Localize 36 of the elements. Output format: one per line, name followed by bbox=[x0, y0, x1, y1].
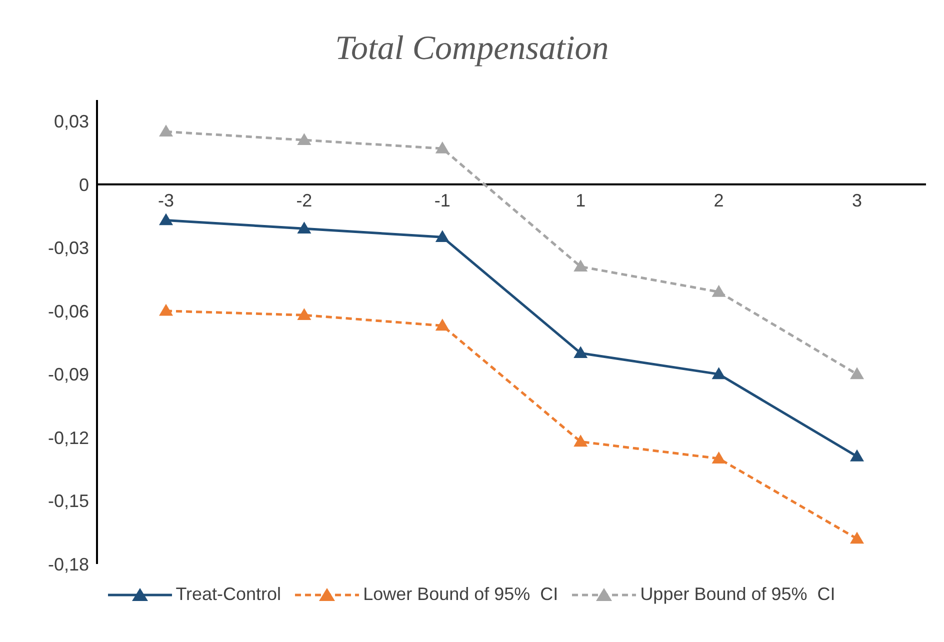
legend-label: Lower Bound of 95% CI bbox=[363, 584, 558, 605]
point bbox=[297, 308, 312, 320]
point bbox=[297, 133, 312, 145]
legend-label: Treat-Control bbox=[176, 584, 282, 605]
point bbox=[850, 532, 864, 544]
x-tick-label: -1 bbox=[434, 190, 450, 210]
point bbox=[435, 318, 450, 331]
point bbox=[159, 213, 173, 226]
x-tick-label: 3 bbox=[852, 190, 862, 210]
y-tick-label: -0,12 bbox=[48, 428, 89, 448]
point bbox=[159, 124, 173, 137]
point bbox=[159, 304, 173, 316]
point bbox=[574, 434, 588, 447]
point bbox=[435, 230, 450, 242]
point bbox=[850, 367, 864, 380]
point bbox=[712, 367, 726, 380]
x-tick-label: -2 bbox=[296, 190, 312, 210]
point bbox=[574, 260, 588, 272]
chart-title: Total Compensation bbox=[334, 30, 610, 68]
x-tick-label: -3 bbox=[158, 190, 174, 210]
y-tick-label: -0,18 bbox=[48, 554, 89, 574]
x-tick-label: 1 bbox=[576, 190, 586, 210]
legend-label: Upper Bound of 95% CI bbox=[640, 584, 836, 605]
point bbox=[297, 222, 312, 234]
x-tick-label: 2 bbox=[714, 190, 724, 210]
y-tick-label: -0,15 bbox=[48, 491, 89, 512]
y-tick-label: -0,03 bbox=[48, 238, 89, 258]
y-tick-label: -0,06 bbox=[48, 301, 89, 322]
y-tick-label: 0 bbox=[78, 174, 89, 195]
point bbox=[850, 449, 864, 462]
y-tick-label: -0,09 bbox=[48, 364, 89, 385]
point bbox=[712, 452, 726, 464]
y-tick-label: 0,03 bbox=[54, 111, 89, 132]
point bbox=[574, 346, 588, 358]
point bbox=[712, 284, 726, 297]
point bbox=[435, 142, 450, 154]
